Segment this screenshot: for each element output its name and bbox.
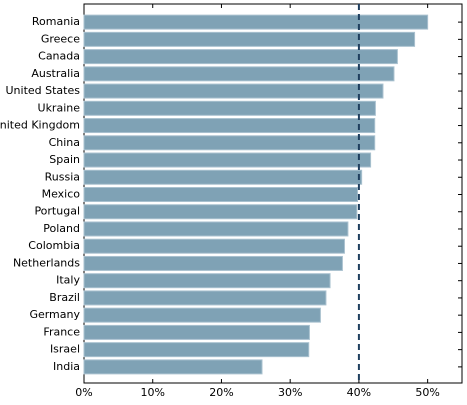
y-tick-label: Ukraine xyxy=(38,101,81,114)
x-tick-label: 0% xyxy=(75,386,92,399)
bar xyxy=(83,204,358,220)
x-tick-label: 20% xyxy=(209,386,233,399)
bar xyxy=(83,66,395,82)
x-tick-label: 10% xyxy=(141,386,165,399)
x-tick-label: 30% xyxy=(278,386,302,399)
y-tick-label: Israel xyxy=(50,343,80,356)
y-tick-label: Italy xyxy=(56,274,80,287)
y-tick-label: Australia xyxy=(31,67,80,80)
y-tick-label: Colombia xyxy=(28,239,80,252)
bar xyxy=(83,238,345,254)
bar xyxy=(83,100,376,116)
bar xyxy=(83,83,384,99)
y-tick-label: United States xyxy=(6,84,81,97)
y-tick-label: Portugal xyxy=(34,205,80,218)
bar xyxy=(83,221,349,237)
bar xyxy=(83,307,321,323)
y-tick-label: Netherlands xyxy=(13,256,80,269)
y-tick-label: China xyxy=(49,136,80,149)
y-tick-label: Mexico xyxy=(42,188,81,201)
bar xyxy=(83,169,363,185)
y-tick-label: Romania xyxy=(32,15,80,28)
y-tick-label: Brazil xyxy=(49,291,80,304)
y-tick-label: Russia xyxy=(45,170,80,183)
y-tick-label: Poland xyxy=(43,222,80,235)
x-tick-label: 40% xyxy=(347,386,371,399)
bar xyxy=(83,118,376,134)
bar xyxy=(83,14,429,30)
bar xyxy=(83,31,416,47)
y-tick-label: Canada xyxy=(38,50,80,63)
bar xyxy=(83,255,343,271)
y-tick-label: Greece xyxy=(41,32,80,45)
bar xyxy=(83,273,331,289)
bar xyxy=(83,152,372,168)
y-tick-label: Germany xyxy=(29,308,80,321)
bar xyxy=(83,187,359,202)
bar xyxy=(83,49,398,65)
x-tick-label: 50% xyxy=(415,386,439,399)
bar xyxy=(83,342,310,358)
bar xyxy=(83,135,376,151)
y-tick-label: Spain xyxy=(49,153,80,166)
y-tick-label: United Kingdom xyxy=(0,119,80,132)
bar xyxy=(83,359,263,375)
y-tick-label: France xyxy=(43,325,80,338)
bar xyxy=(83,324,310,340)
bar xyxy=(83,290,327,306)
y-tick-label: India xyxy=(53,360,80,373)
